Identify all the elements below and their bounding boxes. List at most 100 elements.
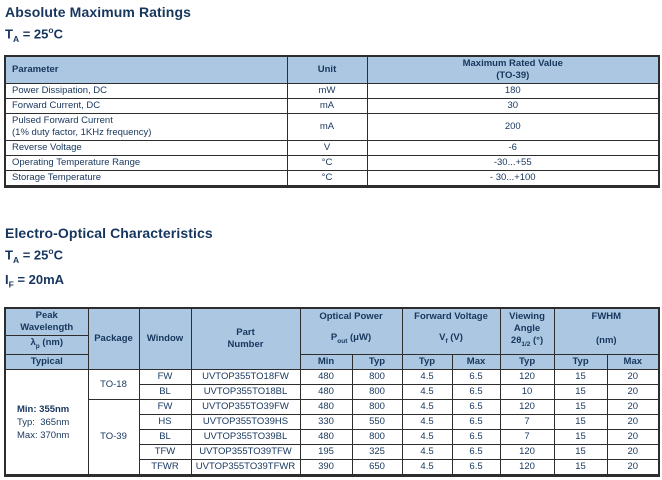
eo-table-row: BL UVTOP355TO39BL 480 800 4.5 6.5 7 15 2… xyxy=(5,429,660,446)
power-typ-cell: 325 xyxy=(351,444,403,461)
amr-row-forward-current: Forward Current, DC mA 30 xyxy=(4,97,660,114)
voltage-typ-cell: 4.5 xyxy=(401,414,453,431)
eo-table-row: TO-39 FW UVTOP355TO39FW 480 800 4.5 6.5 … xyxy=(5,399,660,477)
part-number-cell: UVTOP355TO39TFW xyxy=(190,444,301,461)
package-cell: TO-18 xyxy=(87,369,140,401)
power-min-cell: 390 xyxy=(299,459,353,477)
amr-row-power-dissipation: Power Dissipation, DC mW 180 xyxy=(4,82,660,99)
temperature-condition: TA = 25oC xyxy=(5,21,662,49)
part-number-cell: UVTOP355TO39TFWR xyxy=(190,459,301,477)
viewing-angle-cell: 120 xyxy=(499,369,555,386)
condition-subscript: A xyxy=(12,33,20,44)
subheader-voltage-typ: Typ xyxy=(401,354,453,371)
fwhm-typ-cell: 15 xyxy=(553,444,608,461)
max-rated-value-line2: (TO-39) xyxy=(496,69,530,81)
eo-header-row-groups: Peak Wavelength Package Window Part Numb… xyxy=(4,307,660,371)
window-cell: BL xyxy=(138,429,192,446)
fwhm-typ-cell: 15 xyxy=(553,414,608,431)
col-header-peak-wavelength: Peak Wavelength xyxy=(4,307,89,337)
condition-subscript: A xyxy=(12,254,20,265)
voltage-max-cell: 6.5 xyxy=(451,444,501,461)
value-cell: 180 xyxy=(366,82,660,99)
fwhm-max-cell: 20 xyxy=(606,444,660,461)
peak-wavelength-line2: Wavelength xyxy=(20,322,74,334)
part-number-cell: UVTOP355TO39FW xyxy=(190,399,301,416)
condition-value: = 25 xyxy=(19,247,49,263)
col-group-forward-voltage: Forward Voltage Vf (V) xyxy=(401,307,501,356)
voltage-typ-cell: 4.5 xyxy=(401,444,453,461)
max-rated-value-line1: Maximum Rated Value xyxy=(462,57,563,69)
optical-power-symbol: Pout (μW) xyxy=(330,331,372,345)
voltage-typ-cell: 4.5 xyxy=(401,384,453,401)
wavelength-max: Max: 370nm xyxy=(17,429,70,441)
power-min-cell: 330 xyxy=(299,414,353,431)
subheader-power-typ: Typ xyxy=(351,354,403,371)
power-typ-cell: 800 xyxy=(351,429,403,446)
parameter-cell: Reverse Voltage xyxy=(4,139,288,156)
power-min-cell: 480 xyxy=(299,429,353,446)
voltage-max-cell: 6.5 xyxy=(451,459,501,477)
parameter-cell: Operating Temperature Range xyxy=(4,154,288,171)
parameter-cell: Forward Current, DC xyxy=(4,97,288,114)
section-title-electro-optical: Electro-Optical Characteristics xyxy=(5,224,213,241)
voltage-typ-cell: 4.5 xyxy=(401,459,453,477)
subheader-fwhm-max: Max xyxy=(606,354,660,371)
fwhm-max-cell: 20 xyxy=(606,369,660,386)
fwhm-unit: (nm) xyxy=(596,335,617,347)
fwhm-typ-cell: 15 xyxy=(553,459,608,477)
absolute-maximum-ratings-section: Absolute Maximum Ratings TA = 25oC Param… xyxy=(4,3,662,188)
lambda-symbol: λp (nm) xyxy=(4,335,89,356)
forward-voltage-symbol: Vf (V) xyxy=(439,331,463,345)
viewing-angle-cell: 7 xyxy=(499,429,555,446)
power-min-cell: 480 xyxy=(299,384,353,401)
subheader-angle-typ: Typ xyxy=(499,354,555,371)
subheader-voltage-max: Max xyxy=(451,354,501,371)
part-number-cell: UVTOP355TO18FW xyxy=(190,369,301,386)
value-cell: 30 xyxy=(366,97,660,114)
eo-header-row-subcolumns: Typical Min Typ Typ Max Typ Typ Max xyxy=(4,354,660,371)
viewing-angle-cell: 7 xyxy=(499,414,555,431)
condition-unit: C xyxy=(53,26,63,42)
wavelength-min: Min: 355nm xyxy=(17,403,70,415)
amr-row-storage-temperature: Storage Temperature °C - 30...+100 xyxy=(4,169,660,187)
viewing-angle-label: Viewing Angle xyxy=(509,311,545,335)
forward-voltage-label: Forward Voltage xyxy=(414,311,488,323)
unit-cell: °C xyxy=(286,154,368,171)
col-header-package: Package xyxy=(87,307,140,371)
condition-value: = 20mA xyxy=(13,271,65,287)
voltage-max-cell: 6.5 xyxy=(451,429,501,446)
power-typ-cell: 550 xyxy=(351,414,403,431)
col-header-parameter: Parameter xyxy=(4,55,288,84)
power-typ-cell: 650 xyxy=(351,459,403,477)
amr-row-reverse-voltage: Reverse Voltage V -6 xyxy=(4,139,660,156)
electro-optical-table: Peak Wavelength Package Window Part Numb… xyxy=(4,307,661,478)
subheader-power-min: Min xyxy=(299,354,353,371)
power-min-cell: 480 xyxy=(299,399,353,416)
forward-current-condition: IF = 20mA xyxy=(5,270,662,295)
subheader-typical: Typical xyxy=(4,354,89,371)
unit-cell: °C xyxy=(286,169,368,187)
parameter-line1: Pulsed Forward Current xyxy=(12,114,113,126)
absolute-maximum-ratings-table: Parameter Unit Maximum Rated Value (TO-3… xyxy=(4,54,660,188)
power-typ-cell: 800 xyxy=(351,384,403,401)
power-typ-cell: 800 xyxy=(351,369,403,386)
part-number-cell: UVTOP355TO18BL xyxy=(190,384,301,401)
electro-optical-section: Electro-Optical Characteristics TA = 25o… xyxy=(4,224,662,478)
parameter-cell: Power Dissipation, DC xyxy=(4,82,288,99)
window-cell: BL xyxy=(138,384,192,401)
power-min-cell: 195 xyxy=(299,444,353,461)
voltage-max-cell: 6.5 xyxy=(451,369,501,386)
condition-value: = 25 xyxy=(19,26,49,42)
part-number-line2: Number xyxy=(227,339,264,351)
package-cell: TO-39 xyxy=(87,399,140,477)
window-cell: HS xyxy=(138,414,192,431)
viewing-angle-cell: 120 xyxy=(499,444,555,461)
parameter-cell: Pulsed Forward Current (1% duty factor, … xyxy=(4,112,288,141)
value-cell: - 30...+100 xyxy=(366,169,660,187)
condition-symbol: T xyxy=(5,247,13,263)
window-cell: TFWR xyxy=(138,459,192,477)
fwhm-max-cell: 20 xyxy=(606,459,660,477)
power-min-cell: 480 xyxy=(299,369,353,386)
viewing-angle-cell: 120 xyxy=(499,459,555,477)
